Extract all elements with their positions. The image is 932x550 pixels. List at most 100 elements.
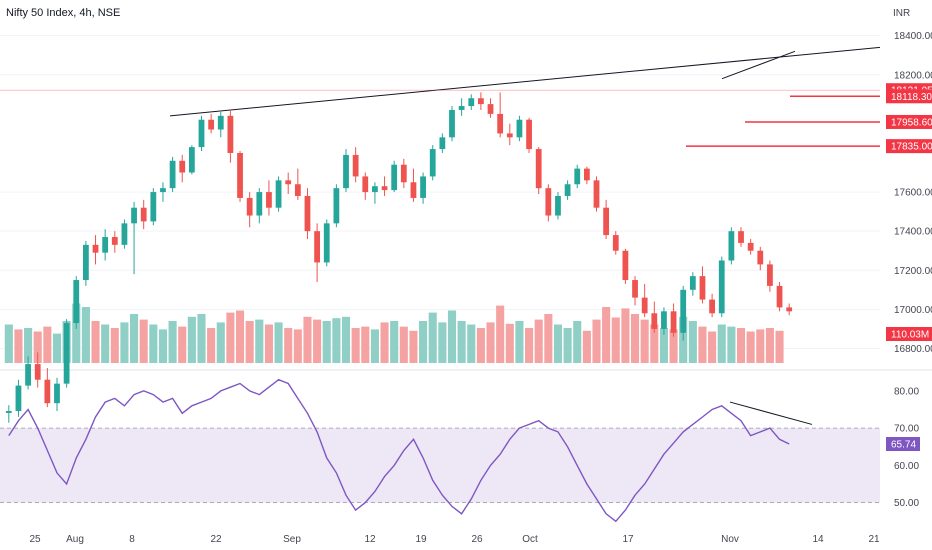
x-tick-label: 22 bbox=[210, 534, 222, 545]
volume-bar bbox=[130, 314, 139, 363]
candle-body bbox=[583, 168, 590, 181]
volume-bar bbox=[544, 314, 553, 363]
candle-body bbox=[718, 260, 725, 314]
volume-bar bbox=[573, 321, 582, 363]
volume-bar bbox=[341, 316, 351, 363]
volume-bar bbox=[101, 324, 110, 363]
candle-body bbox=[304, 195, 311, 232]
y-tick-label: 17000.00 bbox=[894, 305, 932, 316]
candle-body bbox=[420, 176, 426, 198]
volume-bar bbox=[52, 333, 62, 363]
price-level-badge bbox=[886, 114, 932, 129]
volume-bar bbox=[322, 321, 331, 363]
candle-body bbox=[593, 180, 600, 208]
candle-body bbox=[555, 195, 561, 216]
candle-body bbox=[516, 119, 523, 138]
candle-body bbox=[439, 137, 446, 150]
volume-bar bbox=[765, 328, 774, 363]
volume-bar bbox=[245, 321, 254, 363]
candle-body bbox=[506, 133, 513, 138]
candle-body bbox=[458, 106, 465, 110]
candle-body bbox=[757, 250, 764, 265]
candle-body bbox=[169, 160, 176, 189]
volume-bar bbox=[736, 328, 746, 363]
candle-body bbox=[709, 299, 715, 314]
volume-bar bbox=[178, 326, 187, 363]
candle-body bbox=[34, 364, 41, 380]
volume-bar bbox=[505, 323, 514, 363]
x-tick-label: 17 bbox=[622, 534, 634, 545]
volume-bar bbox=[120, 322, 129, 363]
volume-bar bbox=[708, 331, 717, 363]
candle-body bbox=[188, 147, 195, 173]
candle-body bbox=[564, 184, 571, 196]
candle-body bbox=[44, 379, 51, 404]
volume-bar bbox=[438, 322, 447, 363]
x-tick-label: 14 bbox=[812, 534, 824, 545]
candle-body bbox=[622, 250, 629, 281]
volume-bar bbox=[582, 330, 591, 363]
volume-bar bbox=[351, 328, 360, 363]
volume-bar bbox=[630, 314, 640, 363]
x-tick-label: 25 bbox=[29, 534, 41, 545]
volume-bar bbox=[187, 316, 196, 363]
candle-body bbox=[661, 311, 667, 329]
volume-bar bbox=[457, 321, 466, 363]
volume-bar bbox=[216, 322, 225, 363]
candle-body bbox=[237, 152, 243, 198]
x-tick-label: Nov bbox=[721, 534, 739, 545]
candle-body bbox=[776, 285, 783, 308]
candle-body bbox=[429, 149, 436, 177]
rsi-tick-label: 80.00 bbox=[894, 386, 919, 397]
candle-body bbox=[25, 364, 31, 386]
volume-bar bbox=[158, 329, 168, 363]
volume-bar bbox=[419, 321, 428, 363]
candle-body bbox=[545, 188, 552, 216]
candle-body bbox=[699, 276, 706, 300]
x-tick-label: Sep bbox=[283, 534, 301, 545]
volume-bar bbox=[197, 314, 206, 363]
volume-bar bbox=[640, 319, 649, 363]
volume-bar bbox=[235, 310, 245, 363]
candle-body bbox=[314, 231, 320, 263]
candle-body bbox=[121, 223, 128, 245]
candle-body bbox=[343, 154, 349, 189]
price-level-label: 17835.00 bbox=[891, 142, 932, 153]
volume-bar bbox=[303, 316, 312, 363]
volume-bar bbox=[293, 329, 302, 363]
volume-bar bbox=[525, 328, 534, 363]
candle-body bbox=[102, 237, 109, 253]
candle-body bbox=[83, 244, 89, 281]
rsi-trendline bbox=[729, 401, 813, 425]
rsi-value-badge bbox=[886, 437, 920, 452]
candle-body bbox=[266, 192, 272, 208]
candle-body bbox=[256, 192, 263, 216]
candle-body bbox=[651, 313, 658, 329]
candle-body bbox=[632, 280, 638, 298]
volume-bar bbox=[14, 329, 23, 363]
volume-bar bbox=[380, 322, 389, 363]
rsi-tick-label: 50.00 bbox=[894, 498, 919, 509]
volume-bar bbox=[264, 324, 273, 363]
candle-body bbox=[54, 383, 60, 404]
candle-body bbox=[140, 207, 147, 222]
candle-body bbox=[362, 176, 369, 193]
volume-bar bbox=[24, 328, 33, 363]
volume-bar bbox=[72, 303, 81, 363]
candle-body bbox=[381, 186, 388, 191]
candle-body bbox=[535, 149, 542, 189]
volume-bar bbox=[611, 317, 620, 363]
candle-body bbox=[487, 104, 494, 114]
candle-body bbox=[372, 186, 378, 193]
candle-body bbox=[391, 164, 398, 191]
volume-bar bbox=[486, 322, 495, 363]
volume-bar bbox=[602, 307, 611, 363]
chart-title: Nifty 50 Index, 4h, NSE bbox=[6, 7, 120, 19]
volume-bar bbox=[361, 326, 370, 363]
candle-body bbox=[786, 307, 793, 312]
price-level-label: 17958.60 bbox=[891, 117, 932, 128]
volume-bar bbox=[226, 312, 235, 363]
volume-bar bbox=[688, 321, 697, 363]
